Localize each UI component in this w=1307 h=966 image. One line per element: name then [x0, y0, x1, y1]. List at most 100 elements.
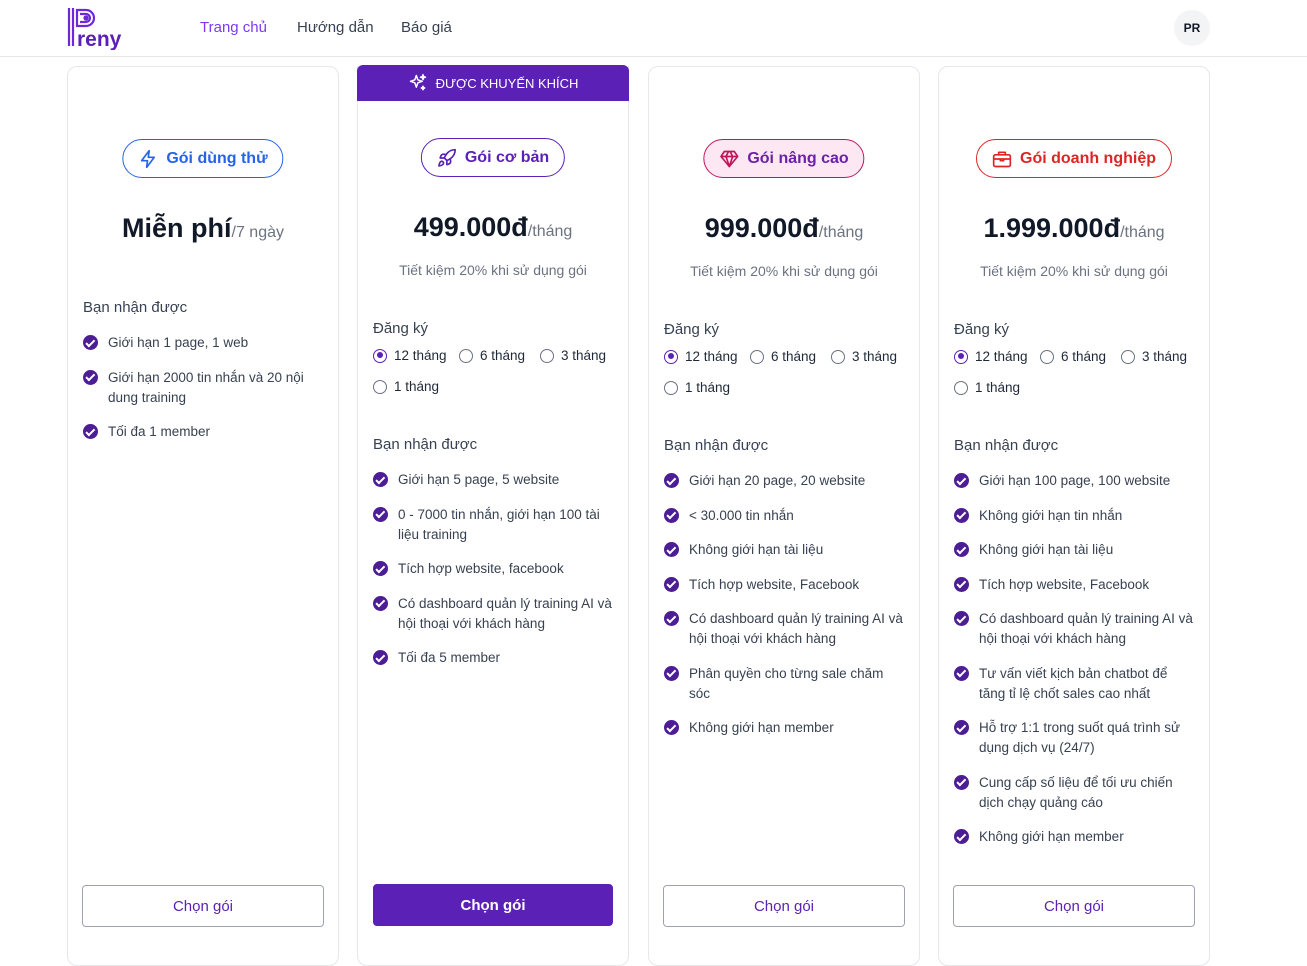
list-item: Phân quyền cho từng sale chăm sóc — [664, 664, 904, 704]
list-item: Tư vấn viết kịch bản chatbot để tăng tỉ … — [954, 664, 1194, 704]
choose-plan-button[interactable]: Chọn gói — [663, 885, 905, 927]
saving-note: Tiết kiệm 20% khi sử dụng gói — [399, 262, 587, 278]
check-icon — [954, 611, 969, 626]
recommended-label: ĐƯỢC KHUYẾN KHÍCH — [435, 75, 579, 91]
duration-radio-6[interactable]: 6 tháng — [750, 349, 816, 364]
list-item: Tích hợp website, Facebook — [664, 575, 904, 595]
plan-name: Gói nâng cao — [747, 149, 849, 167]
rocket-icon — [438, 148, 457, 167]
benefits-heading: Bạn nhận được — [373, 436, 478, 453]
list-item: Có dashboard quản lý training AI và hội … — [664, 609, 904, 649]
duration-radio-12[interactable]: 12 tháng — [954, 349, 1028, 364]
choose-plan-button[interactable]: Chọn gói — [953, 885, 1195, 927]
list-item: 0 - 7000 tin nhắn, giới hạn 100 tài liệu… — [373, 505, 613, 545]
list-item: Cung cấp số liệu để tối ưu chiến dịch ch… — [954, 773, 1194, 813]
check-icon — [373, 506, 388, 522]
plan-card-basic: ĐƯỢC KHUYẾN KHÍCH Gói cơ bản 499.000đ/th… — [357, 65, 629, 966]
duration-radio-1[interactable]: 1 tháng — [373, 379, 439, 394]
lightning-icon — [140, 149, 155, 168]
price-amount: 999.000đ — [704, 213, 819, 243]
duration-radio-3[interactable]: 3 tháng — [831, 349, 897, 364]
price-amount: Miễn phí — [122, 213, 232, 243]
list-item: Có dashboard quản lý training AI và hội … — [373, 594, 613, 634]
feature-list: Giới hạn 5 page, 5 website 0 - 7000 tin … — [373, 470, 613, 683]
duration-radio-6[interactable]: 6 tháng — [1040, 349, 1106, 364]
list-item: Tối đa 5 member — [373, 648, 613, 668]
nav-pricing-link[interactable]: Báo giá — [401, 19, 452, 36]
saving-note: Tiết kiệm 20% khi sử dụng gói — [690, 263, 878, 279]
plan-name: Gói doanh nghiệp — [1020, 149, 1156, 167]
list-item: Tích hợp website, Facebook — [954, 575, 1194, 595]
check-icon — [373, 561, 388, 576]
plan-price: 499.000đ/tháng — [358, 212, 628, 243]
plan-price: Miễn phí/7 ngày — [68, 213, 338, 244]
duration-radio-6[interactable]: 6 tháng — [459, 348, 525, 363]
top-navbar: reny Trang chủ Hướng dẫn Báo giá PR — [0, 0, 1307, 57]
plan-price: 1.999.000đ/tháng — [939, 213, 1209, 244]
check-icon — [373, 650, 388, 665]
plan-name: Gói cơ bản — [464, 148, 550, 166]
duration-radio-3[interactable]: 3 tháng — [1121, 349, 1187, 364]
feature-list: Giới hạn 20 page, 20 website < 30.000 ti… — [664, 471, 904, 753]
benefits-heading: Bạn nhận được — [83, 299, 188, 316]
preny-logo[interactable]: reny — [66, 6, 130, 50]
plan-price: 999.000đ/tháng — [649, 213, 919, 244]
check-icon — [373, 595, 388, 611]
check-icon — [664, 611, 679, 626]
list-item: Tối đa 1 member — [83, 422, 323, 442]
plan-name: Gói dùng thử — [166, 149, 268, 167]
benefits-heading: Bạn nhận được — [664, 437, 769, 454]
register-label: Đăng ký — [664, 321, 720, 338]
plan-card-enterprise: Gói doanh nghiệp 1.999.000đ/tháng Tiết k… — [938, 66, 1210, 966]
list-item: Không giới hạn tin nhắn — [954, 506, 1194, 526]
register-label: Đăng ký — [373, 320, 429, 337]
svg-text:reny: reny — [77, 28, 122, 50]
check-icon — [954, 576, 969, 592]
price-period: /tháng — [818, 224, 864, 241]
check-icon — [954, 473, 969, 488]
plan-badge-basic: Gói cơ bản — [420, 138, 566, 177]
price-period: /tháng — [1120, 224, 1165, 241]
user-avatar[interactable]: PR — [1174, 10, 1210, 46]
briefcase-icon — [992, 151, 1012, 167]
check-icon — [664, 473, 679, 488]
sparkles-icon — [409, 73, 426, 91]
check-icon — [83, 369, 98, 385]
plan-badge-enterprise: Gói doanh nghiệp — [976, 139, 1172, 178]
plan-badge-trial: Gói dùng thử — [122, 139, 284, 178]
check-icon — [373, 472, 388, 487]
price-period: /7 ngày — [231, 224, 284, 241]
list-item: Hỗ trợ 1:1 trong suốt quá trình sử dụng … — [954, 718, 1194, 758]
recommended-banner: ĐƯỢC KHUYẾN KHÍCH — [357, 65, 629, 101]
check-icon — [954, 774, 969, 790]
list-item: Giới hạn 20 page, 20 website — [664, 471, 904, 491]
duration-radio-3[interactable]: 3 tháng — [540, 348, 606, 363]
plan-card-advanced: Gói nâng cao 999.000đ/tháng Tiết kiệm 20… — [648, 66, 920, 966]
duration-radio-1[interactable]: 1 tháng — [664, 380, 730, 395]
choose-plan-button[interactable]: Chọn gói — [373, 884, 613, 926]
plan-badge-advanced: Gói nâng cao — [703, 139, 865, 178]
list-item: Không giới hạn member — [954, 827, 1194, 847]
feature-list: Giới hạn 100 page, 100 website Không giớ… — [954, 471, 1194, 862]
check-icon — [83, 424, 98, 439]
duration-radio-1[interactable]: 1 tháng — [954, 380, 1020, 395]
check-icon — [954, 665, 969, 681]
check-icon — [954, 542, 969, 557]
check-icon — [664, 720, 679, 735]
list-item: Không giới hạn member — [664, 718, 904, 738]
register-label: Đăng ký — [954, 321, 1010, 338]
check-icon — [954, 829, 969, 844]
nav-home-link[interactable]: Trang chủ — [200, 19, 267, 36]
nav-guide-link[interactable]: Hướng dẫn — [297, 19, 374, 36]
list-item: Giới hạn 5 page, 5 website — [373, 470, 613, 490]
list-item: Tích hợp website, facebook — [373, 559, 613, 579]
list-item: Giới hạn 1 page, 1 web — [83, 333, 323, 353]
benefits-heading: Bạn nhận được — [954, 437, 1059, 454]
duration-radio-12[interactable]: 12 tháng — [373, 348, 447, 363]
check-icon — [664, 665, 679, 681]
choose-plan-button[interactable]: Chọn gói — [82, 885, 324, 927]
check-icon — [664, 542, 679, 557]
check-icon — [664, 576, 679, 592]
check-icon — [664, 507, 679, 523]
duration-radio-12[interactable]: 12 tháng — [664, 349, 738, 364]
